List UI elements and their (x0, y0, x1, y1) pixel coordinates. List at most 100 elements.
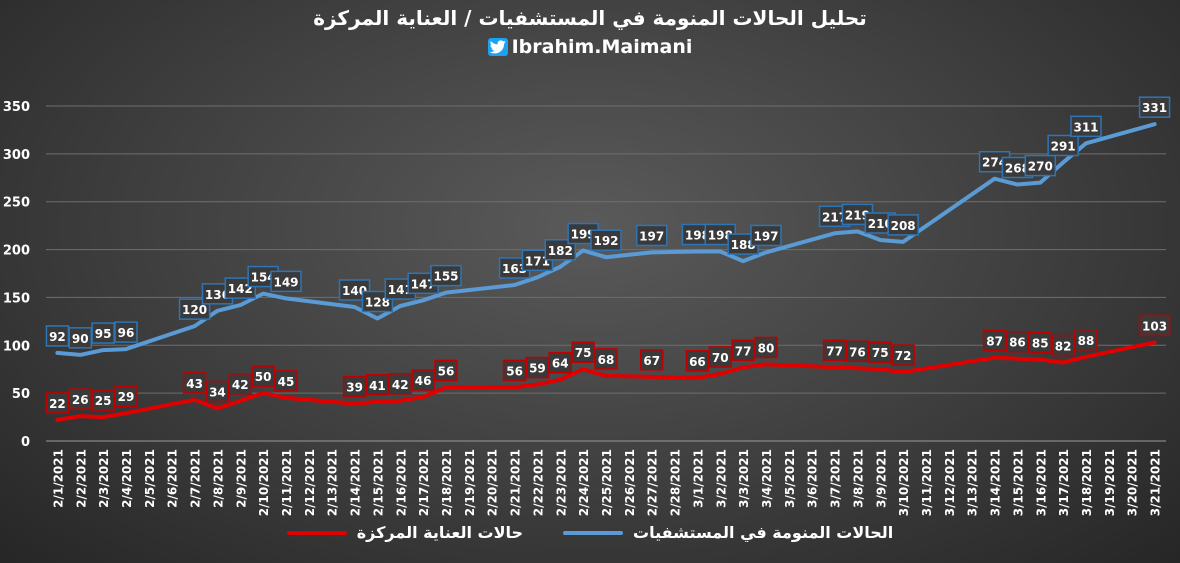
data-label-box (251, 365, 275, 387)
x-tick-label: 3/8/2021 (851, 449, 865, 508)
data-label-text: 42 (392, 378, 409, 392)
data-label-text: 197 (639, 229, 664, 243)
x-tick-label: 2/7/2021 (189, 449, 203, 508)
x-tick-label: 2/9/2021 (234, 449, 248, 508)
legend-swatch-icu (286, 530, 347, 535)
x-tick-label: 2/6/2021 (166, 449, 180, 508)
data-label-box (750, 224, 782, 247)
x-tick-label: 3/17/2021 (1057, 449, 1071, 516)
x-tick-label: 3/13/2021 (966, 449, 980, 516)
data-label: 70 (708, 346, 733, 368)
data-label-text: 192 (593, 234, 618, 248)
data-label-text: 217 (822, 210, 847, 224)
data-label: 80 (754, 336, 778, 359)
data-label: 45 (274, 370, 298, 392)
data-label: 192 (590, 229, 622, 251)
data-label-box (270, 270, 302, 293)
data-label: 92 (45, 325, 70, 347)
x-tick-label: 3/20/2021 (1126, 449, 1140, 516)
x-tick-label: 2/26/2021 (623, 449, 637, 516)
data-label-text: 46 (415, 374, 432, 388)
data-label-text: 147 (411, 277, 436, 291)
data-label-box (1047, 134, 1079, 157)
y-tick-label: 100 (3, 339, 30, 354)
data-label-text: 154 (251, 271, 276, 285)
data-label-text: 140 (342, 284, 367, 298)
data-label-text: 75 (575, 346, 592, 360)
x-tick-label: 3/6/2021 (806, 449, 820, 508)
legend-label-hospital: الحالات المنومة في المستشفيات (633, 523, 894, 542)
data-label-text: 149 (273, 275, 298, 289)
x-tick-label: 3/15/2021 (1011, 449, 1025, 516)
data-label-text: 80 (758, 341, 775, 355)
data-label: 291 (1047, 134, 1079, 157)
x-tick-label: 2/14/2021 (349, 449, 363, 516)
data-label: 270 (1024, 154, 1057, 177)
data-label: 331 (1138, 96, 1171, 118)
y-tick-label: 350 (3, 100, 30, 115)
x-tick-label: 3/9/2021 (874, 449, 888, 508)
data-label: 86 (1005, 330, 1030, 353)
data-label-box (114, 321, 138, 343)
data-label-box (754, 336, 778, 359)
data-label: 76 (845, 340, 870, 363)
data-label: 155 (430, 264, 462, 287)
data-label-text: 75 (872, 346, 889, 360)
data-label: 43 (182, 372, 207, 394)
data-label-box (982, 329, 1007, 352)
data-label-text: 77 (826, 344, 843, 358)
data-label: 68 (594, 348, 618, 370)
data-label-text: 67 (643, 354, 660, 368)
x-tick-label: 3/12/2021 (943, 449, 957, 516)
data-label-text: 56 (438, 364, 455, 378)
x-tick-label: 3/11/2021 (920, 449, 934, 516)
data-label-text: 70 (712, 351, 729, 365)
data-label-text: 25 (95, 394, 112, 408)
twitter-icon (487, 38, 508, 56)
data-label-text: 95 (95, 327, 112, 341)
x-tick-label: 3/7/2021 (829, 449, 843, 508)
data-label: 85 (1028, 331, 1053, 354)
data-label: 88 (1074, 329, 1098, 351)
data-label-box (1074, 329, 1098, 351)
data-label-box (365, 374, 390, 396)
data-label-text: 77 (735, 344, 752, 358)
x-tick-label: 2/24/2021 (577, 449, 591, 516)
data-label-text: 208 (891, 219, 916, 233)
data-label-text: 219 (845, 208, 870, 222)
data-label-text: 188 (731, 238, 756, 252)
data-label-box (1028, 331, 1053, 354)
data-label-text: 128 (365, 295, 390, 309)
legend-item-icu: حالات العناية المركزة (286, 523, 523, 542)
data-label-text: 274 (982, 156, 1007, 170)
data-label-box (868, 341, 893, 363)
x-tick-label: 3/2/2021 (714, 449, 728, 508)
data-label-text: 64 (552, 357, 569, 371)
data-label-box (845, 340, 870, 363)
data-label-box (228, 373, 253, 395)
data-label-box (590, 229, 622, 251)
x-tick-label: 2/4/2021 (120, 449, 134, 508)
data-label: 182 (544, 239, 577, 261)
data-label-box (502, 359, 527, 382)
data-label-text: 291 (1051, 139, 1076, 153)
data-label-text: 86 (1009, 336, 1026, 350)
data-label-text: 59 (529, 362, 546, 376)
data-label-text: 103 (1142, 319, 1167, 333)
data-label-text: 43 (186, 377, 203, 391)
data-label-box (388, 373, 413, 395)
data-label: 42 (228, 373, 253, 395)
x-tick-label: 3/3/2021 (737, 449, 751, 508)
x-tick-label: 2/1/2021 (51, 449, 65, 508)
x-tick-label: 2/18/2021 (440, 449, 454, 516)
data-label-box (822, 339, 847, 362)
data-label: 96 (114, 321, 138, 343)
data-label-text: 331 (1142, 101, 1167, 115)
data-label-text: 56 (506, 364, 523, 378)
data-label-box (685, 350, 710, 372)
y-tick-label: 0 (21, 435, 30, 450)
x-tick-label: 3/14/2021 (989, 449, 1003, 516)
x-tick-label: 2/12/2021 (303, 449, 317, 516)
data-label-box (1138, 314, 1171, 337)
data-label: 39 (342, 375, 367, 398)
